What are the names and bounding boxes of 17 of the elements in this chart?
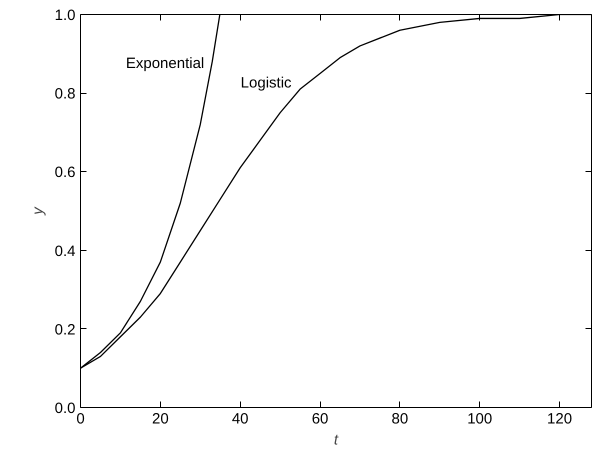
x-tick-label: 100 <box>467 410 492 428</box>
x-tick-label: 20 <box>152 410 169 428</box>
y-axis-title: y <box>30 206 47 216</box>
x-tick-label: 60 <box>312 410 328 428</box>
x-tick-label: 40 <box>232 410 249 428</box>
series-label: Logistic <box>240 74 292 92</box>
series-label: Exponential <box>126 55 204 72</box>
y-tick-label: 0.8 <box>54 86 76 103</box>
x-tick-label: 0 <box>76 410 85 428</box>
x-tick-label: 80 <box>392 410 408 428</box>
y-tick-label: 0.2 <box>54 321 76 338</box>
x-tick-label: 120 <box>547 410 572 428</box>
y-tick-label: 0.6 <box>54 164 76 182</box>
y-tick-label: 0.0 <box>54 400 76 417</box>
y-tick-label: 1.0 <box>54 7 76 24</box>
x-axis-title: t <box>334 432 339 448</box>
y-tick-label: 0.4 <box>54 242 76 260</box>
